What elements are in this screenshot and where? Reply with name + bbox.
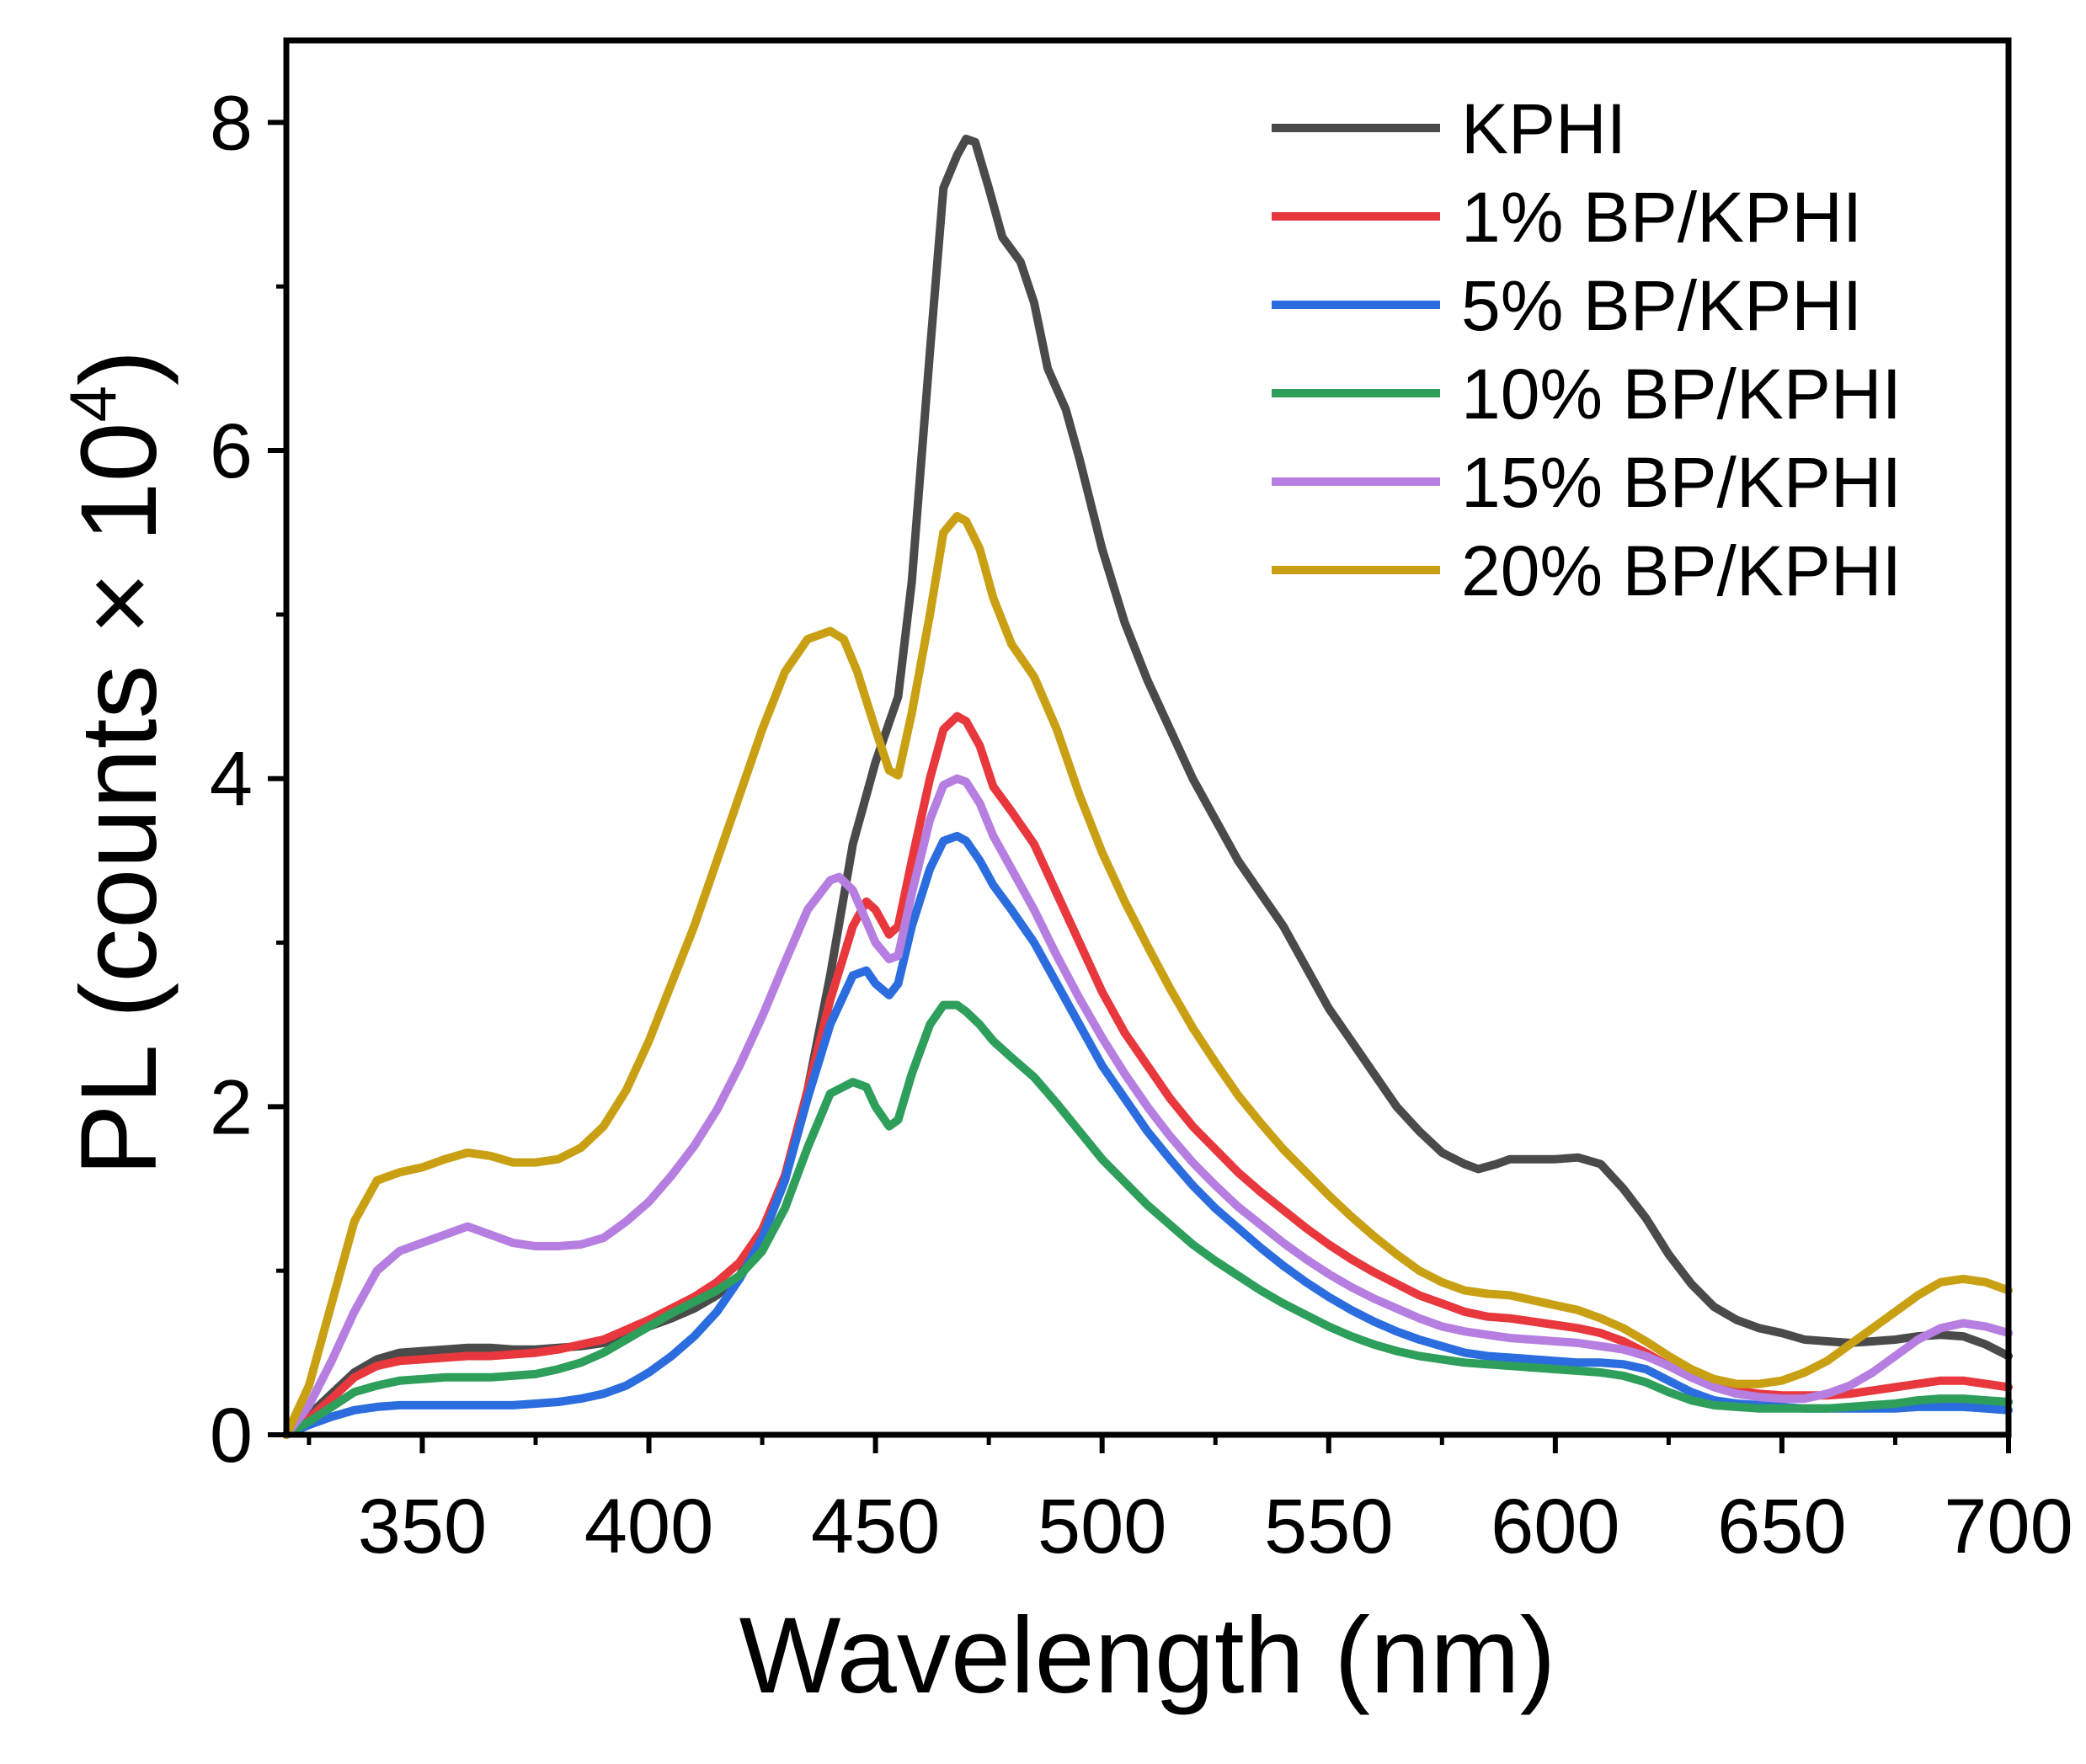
y-axis-title-main: PL (counts × 10 [59, 422, 179, 1175]
series-line-5 [282, 512, 2013, 1439]
x-tick-label: 500 [1038, 1484, 1167, 1569]
y-tick-label: 6 [210, 408, 253, 494]
series-line-2 [282, 831, 2013, 1439]
x-tick-label: 550 [1264, 1484, 1394, 1569]
y-tick-label: 4 [210, 737, 253, 823]
y-axis-title-close: ) [59, 349, 179, 386]
y-axis-title-exponent: 4 [56, 386, 130, 422]
x-tick-label: 350 [358, 1484, 488, 1569]
legend-label: 5% BP/KPHI [1461, 266, 1862, 345]
x-tick-label: 600 [1491, 1484, 1620, 1569]
legend-label: 1% BP/KPHI [1461, 178, 1862, 257]
legend-label: 10% BP/KPHI [1461, 354, 1902, 434]
legend-label: KPHI [1461, 89, 1626, 168]
x-tick-label: 400 [584, 1484, 714, 1569]
x-tick-label: 450 [811, 1484, 941, 1569]
ticks-layer: 350 400 450 500 550 600 650 700 0 2 4 6 8 [210, 80, 2073, 1569]
plot-frame [283, 37, 2012, 1438]
series-layer [282, 134, 2013, 1439]
legend-label: 20% BP/KPHI [1461, 531, 1902, 610]
y-tick-label: 2 [210, 1064, 253, 1150]
x-tick-label: 650 [1717, 1484, 1847, 1569]
series-line-4 [282, 774, 2013, 1439]
x-axis-title: Wavelength (nm) [739, 1596, 1556, 1716]
legend-label: 15% BP/KPHI [1461, 443, 1902, 522]
series-line-3 [282, 1000, 2013, 1439]
y-tick-label: 0 [210, 1393, 253, 1479]
y-axis-title: PL (counts × 104) [56, 349, 179, 1175]
legend: KPHI 1% BP/KPHI 5% BP/KPHI 10% BP/KPHI 15% B… [1272, 89, 1902, 610]
y-tick-label: 8 [210, 80, 253, 166]
x-tick-label: 700 [1944, 1484, 2073, 1569]
